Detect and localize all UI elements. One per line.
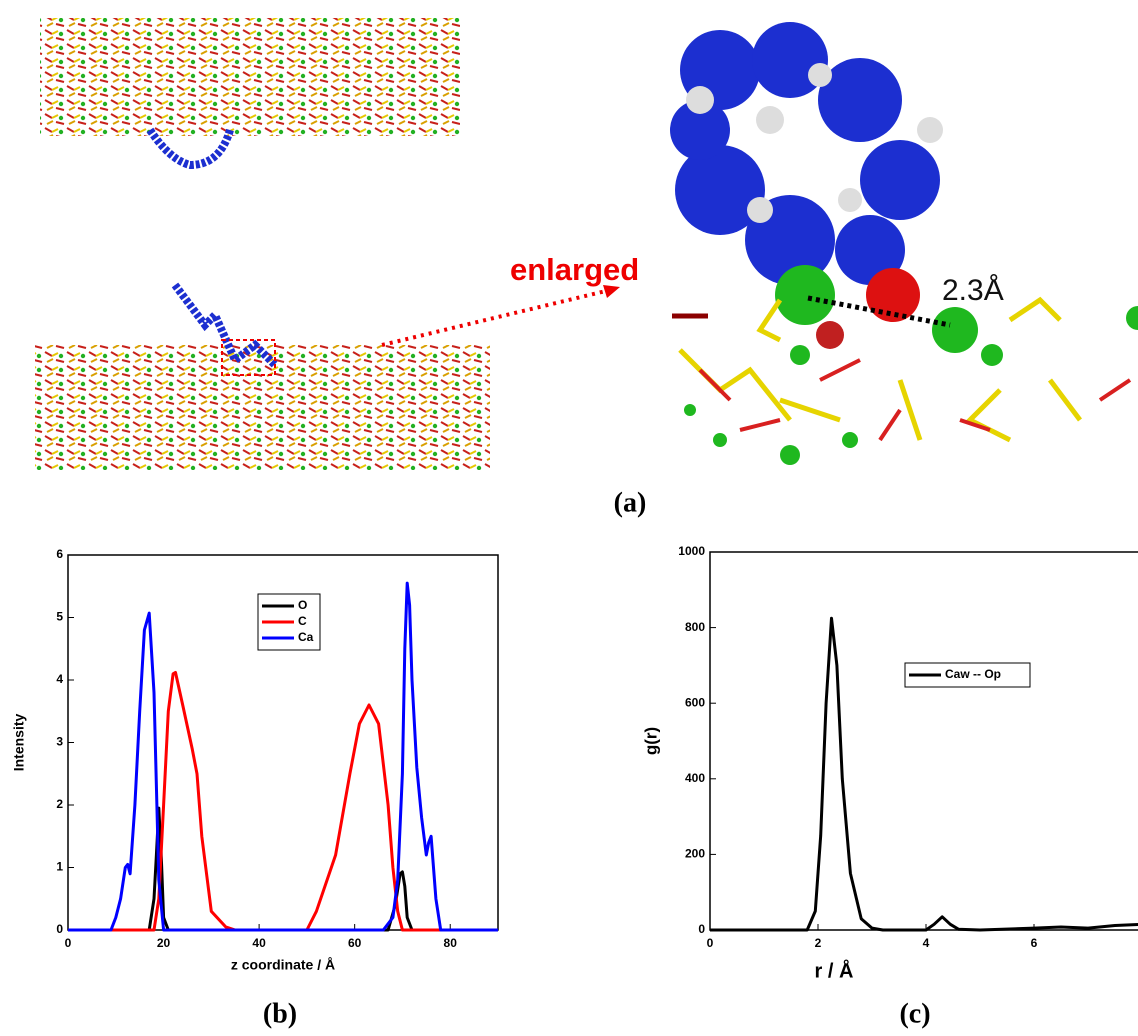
x-tick-label: 6 (1031, 936, 1038, 950)
x-tick-label: 60 (348, 936, 362, 950)
distance-label: 2.3Å (942, 274, 1004, 307)
legend-label: Caw -- Op (945, 667, 1001, 681)
plot-frame (709, 551, 1138, 931)
line (710, 616, 1138, 932)
y-tick-label: 6 (56, 547, 63, 561)
x-tick-label: 0 (707, 936, 714, 950)
y-tick-label: 400 (685, 771, 705, 785)
panel-label: (b) (263, 998, 297, 1029)
y-tick-label: 600 (685, 695, 705, 709)
panel-label: (c) (899, 998, 930, 1029)
y-tick-label: 0 (56, 922, 63, 936)
legend-label: Ca (298, 630, 314, 644)
panel-label: (a) (614, 487, 647, 518)
legend-label: C (298, 614, 307, 628)
x-tick-label: 40 (252, 936, 266, 950)
x-tick-label: 2 (815, 936, 822, 950)
y-tick-label: 1 (56, 860, 63, 874)
y-tick-label: 4 (56, 672, 63, 686)
annotation: enlarged (510, 252, 639, 287)
y-tick-label: 0 (698, 922, 705, 936)
legend-label: O (298, 598, 307, 612)
x-tick-label: 80 (444, 936, 458, 950)
x-tick-label: 20 (157, 936, 171, 950)
line (68, 671, 498, 932)
y-tick-label: 2 (56, 797, 63, 811)
y-tick-label: 800 (685, 620, 705, 634)
line (68, 581, 498, 932)
y-tick-label: 200 (685, 847, 705, 861)
x-tick-label: 4 (923, 936, 930, 950)
y-axis-label: Intensity (11, 714, 27, 772)
y-tick-label: 3 (56, 735, 63, 749)
x-axis-label: z coordinate / Å (231, 957, 335, 973)
x-axis-label: r / Å (815, 958, 854, 982)
y-tick-label: 5 (56, 610, 63, 624)
molecular-snapshots: enlarged 2.3Å (a) (35, 18, 1138, 518)
y-tick-label: 1000 (678, 544, 705, 558)
x-tick-label: 0 (65, 936, 72, 950)
y-axis-label: g(r) (641, 727, 660, 755)
